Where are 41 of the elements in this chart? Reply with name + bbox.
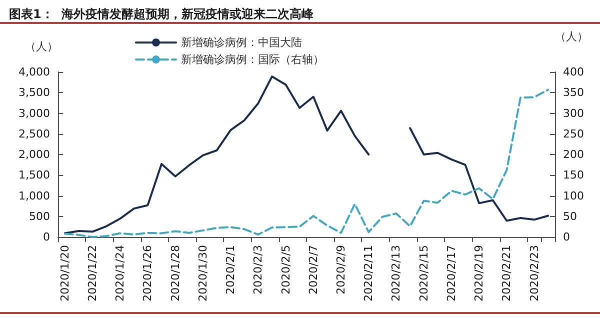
y-tick-label: 2,000: [18, 148, 50, 161]
x-tick-label: 2020/2/9: [334, 245, 348, 294]
x-tick-label: 2020/2/23: [528, 245, 541, 302]
x-tick-label: 2020/2/3: [252, 245, 265, 294]
x-tick-label: 2020/1/26: [141, 245, 154, 302]
y-tick-label: 1,000: [18, 189, 50, 202]
x-tick-label: 2020/2/11: [362, 245, 376, 302]
y2-tick-label: 350: [563, 86, 584, 100]
y-tick-label: 500: [29, 210, 50, 223]
y2-tick-label: 300: [563, 106, 584, 120]
y2-tick-label: 200: [563, 148, 584, 161]
y-tick-label: 1,500: [18, 168, 50, 182]
x-tick-label: 2020/2/1: [224, 245, 238, 294]
y2-tick-label: 400: [563, 66, 584, 78]
x-tick-label: 2020/2/19: [472, 245, 486, 302]
y2-tick-label: 0: [563, 230, 570, 244]
x-tick-label: 2020/2/17: [444, 245, 458, 302]
x-tick-label: 2020/1/30: [196, 245, 210, 302]
chart-title: 图表1： 海外疫情发酵超预期，新冠疫情或迎来二次高峰: [9, 7, 315, 21]
x-tick-label: 2020/1/20: [58, 245, 72, 302]
x-tick-label: 2020/2/15: [417, 245, 430, 302]
y2-tick-label: 100: [563, 189, 584, 202]
legend-label: 新增确诊病例：中国大陆: [181, 36, 302, 49]
y2-axis-title: （人）: [555, 30, 588, 43]
y2-tick-label: 250: [563, 127, 584, 140]
y-tick-label: 3,000: [18, 106, 50, 120]
x-tick-label: 2020/1/22: [86, 245, 100, 302]
x-tick-label: 2020/2/21: [500, 245, 514, 302]
y-axis-title: （人）: [25, 40, 58, 53]
x-tick-label: 2020/1/24: [114, 245, 127, 302]
x-tick-label: 2020/2/7: [306, 245, 320, 294]
y-tick-label: 3,500: [18, 86, 50, 100]
y-tick-label: 2,500: [18, 127, 50, 140]
x-tick-label: 2020/1/28: [168, 245, 182, 302]
legend-label: 新增确诊病例：国际（右轴）: [181, 53, 324, 66]
y-tick-label: 0: [43, 230, 50, 244]
x-tick-label: 2020/2/5: [279, 245, 292, 294]
y2-tick-label: 50: [563, 210, 577, 223]
y2-tick-label: 150: [563, 168, 584, 182]
y-tick-label: 4,000: [18, 66, 50, 78]
x-tick-label: 2020/2/13: [390, 245, 403, 302]
